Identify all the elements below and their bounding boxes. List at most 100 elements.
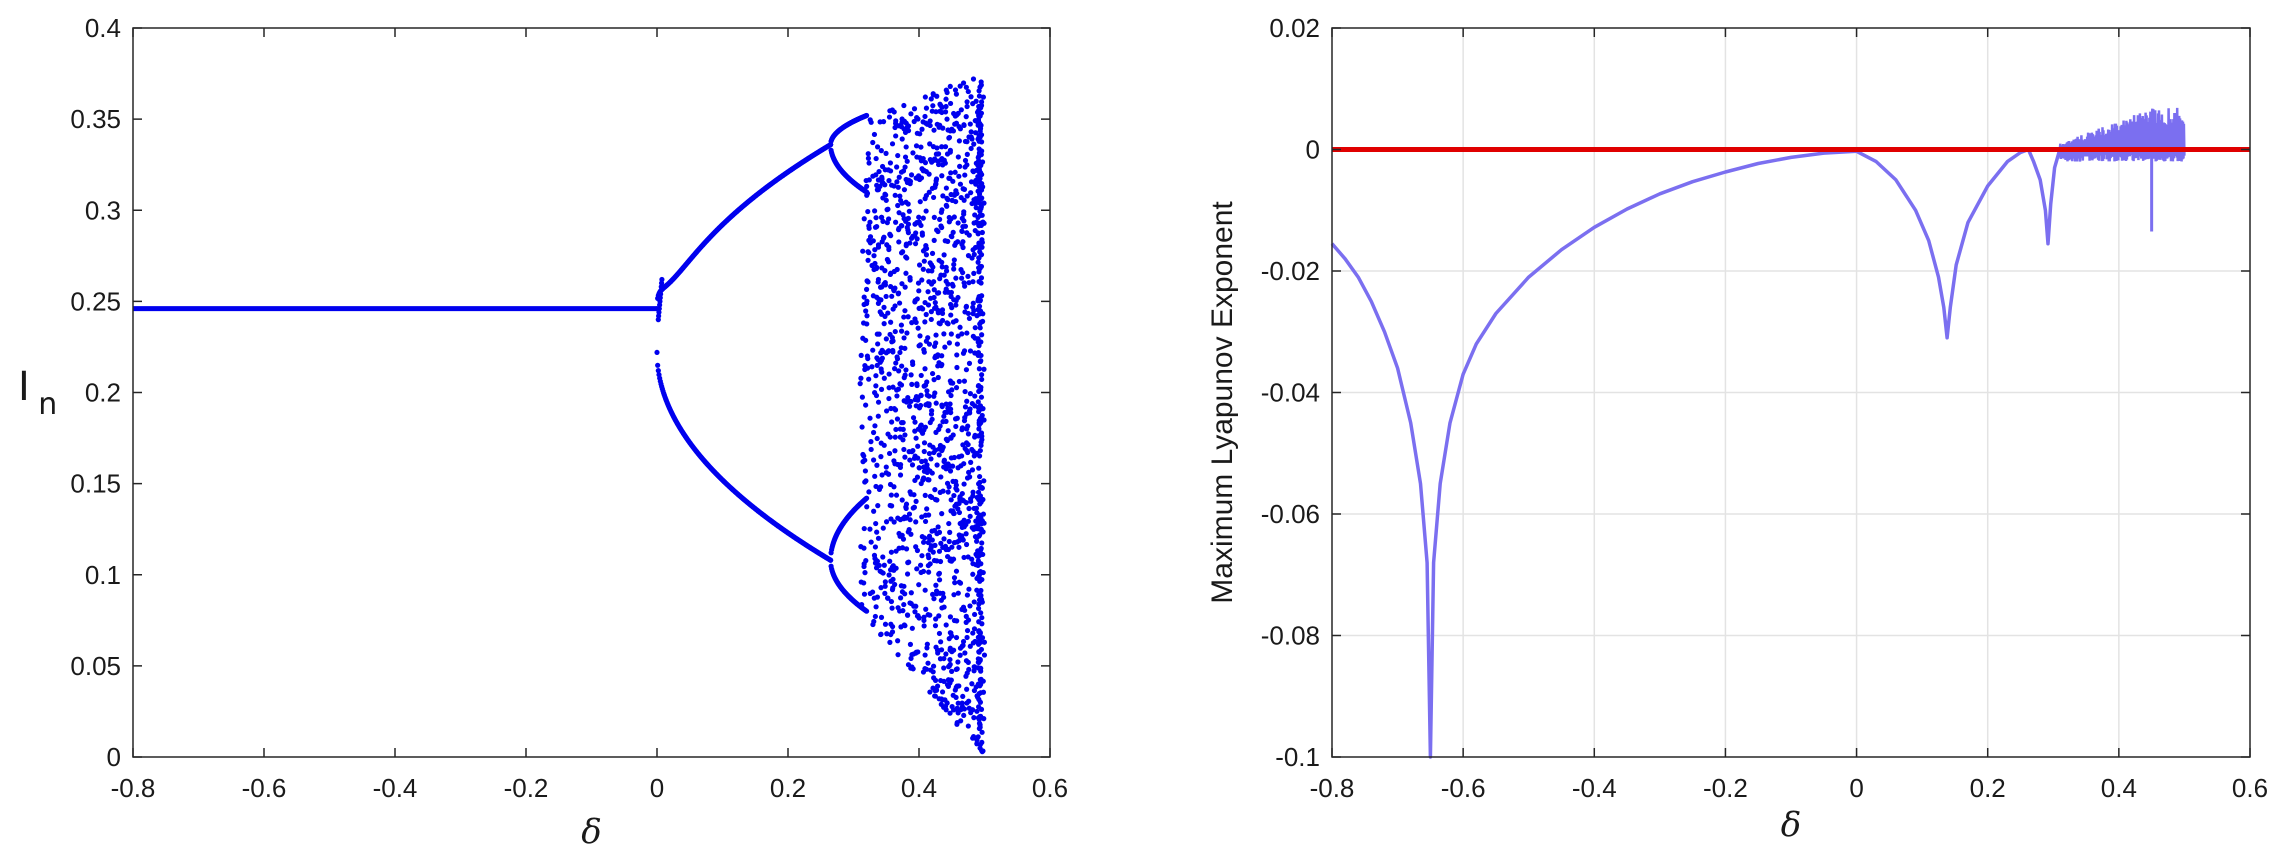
chaos-point — [881, 562, 887, 568]
chaos-point — [889, 339, 895, 345]
chaos-point — [902, 164, 908, 170]
chaos-point — [905, 560, 911, 566]
chaos-point — [915, 649, 921, 655]
chaos-point — [965, 88, 971, 95]
chaos-point — [904, 158, 910, 164]
chaos-edge-point — [978, 280, 984, 286]
chaos-point — [886, 572, 892, 578]
chaos-point — [927, 493, 933, 499]
chaos-point — [863, 402, 869, 408]
chaos-point — [972, 325, 978, 331]
chaos-point — [948, 331, 954, 337]
chaos-point — [936, 360, 942, 366]
y-tick-label: 0.3 — [85, 195, 121, 225]
chaos-point — [876, 486, 883, 493]
x-tick-label: 0.6 — [1032, 773, 1068, 803]
chaos-point — [899, 136, 905, 142]
chaos-point — [869, 364, 875, 370]
chaos-point — [873, 215, 879, 221]
left-plot-frame — [132, 27, 1051, 758]
chaos-point — [907, 641, 914, 647]
chaos-point — [875, 413, 881, 419]
chaos-point — [935, 650, 941, 656]
chaos-point — [929, 159, 935, 165]
chaos-edge-point — [977, 321, 983, 327]
chaos-point — [924, 392, 930, 398]
chaos-point — [862, 457, 868, 463]
chaos-point — [955, 465, 961, 471]
chaos-point — [938, 272, 944, 278]
chaos-point — [952, 87, 959, 93]
chaos-edge-point — [976, 574, 982, 580]
chaos-point — [881, 375, 887, 381]
chaos-point — [905, 395, 911, 401]
chaos-point — [911, 118, 917, 125]
chaos-point — [915, 397, 921, 403]
chaos-point — [892, 192, 898, 198]
chaos-point — [922, 492, 928, 498]
chaos-edge-point — [978, 162, 984, 169]
x-tick-label: 0.4 — [2101, 773, 2137, 803]
chaos-point — [886, 348, 892, 354]
chaos-point — [955, 154, 961, 160]
chaos-point — [867, 219, 873, 225]
chaos-point — [939, 402, 945, 408]
chaos-point — [858, 579, 864, 585]
chaos-point — [951, 492, 957, 499]
chaos-point — [888, 492, 894, 498]
chaos-point — [959, 700, 965, 706]
chaos-point — [942, 344, 948, 350]
chaos-point — [970, 489, 976, 495]
chaos-point — [970, 630, 976, 636]
chaos-point — [941, 331, 947, 337]
chaos-edge-point — [976, 383, 982, 389]
chaos-point — [895, 638, 901, 644]
chaos-point — [954, 705, 960, 711]
chaos-point — [903, 270, 909, 276]
chaos-edge-point — [976, 481, 982, 487]
chaos-edge-point — [977, 568, 984, 575]
chaos-point — [939, 511, 945, 517]
chaos-point — [962, 157, 969, 164]
x-tick-label: -0.2 — [504, 773, 549, 803]
chaos-point — [926, 171, 932, 177]
chaos-point — [964, 99, 970, 105]
chaos-point — [968, 498, 974, 504]
chaos-point — [884, 595, 891, 601]
chaos-point — [963, 531, 969, 537]
chaos-point — [937, 590, 943, 596]
chaos-point — [873, 520, 879, 527]
lyapunov-exponent-plot: -0.8 -0.6 -0.4 -0.2 0 0.2 0.4 0.6 -0.1 -0.08 -0.06… — [1206, 13, 2268, 845]
chaos-point — [965, 431, 972, 437]
chaos-point — [876, 296, 882, 302]
chaos-point — [965, 723, 971, 729]
chaos-point — [879, 284, 885, 290]
chaos-point — [947, 100, 954, 107]
chaos-point — [903, 199, 909, 205]
chaos-point — [940, 193, 946, 199]
chaos-point — [877, 183, 883, 190]
chaos-point — [939, 697, 945, 703]
chaos-point — [947, 710, 953, 716]
chaos-point — [864, 504, 870, 510]
chaos-point — [954, 618, 960, 624]
chaos-point — [964, 634, 970, 641]
chaos-point — [931, 237, 937, 243]
chaos-point — [941, 413, 947, 419]
chaos-point — [893, 219, 899, 225]
chaos-point — [961, 712, 967, 719]
chaos-point — [893, 548, 899, 554]
chaos-point — [952, 169, 958, 175]
chaos-point — [865, 155, 872, 161]
chaos-point — [891, 183, 897, 189]
chaos-point — [902, 454, 908, 460]
chaos-point — [947, 656, 953, 663]
chaos-point — [900, 536, 907, 542]
chaos-point — [915, 280, 922, 286]
chaos-point — [913, 498, 919, 504]
chaos-point — [912, 419, 918, 425]
chaos-point — [890, 384, 896, 390]
chaos-point — [897, 434, 903, 440]
chaos-point — [868, 446, 874, 453]
